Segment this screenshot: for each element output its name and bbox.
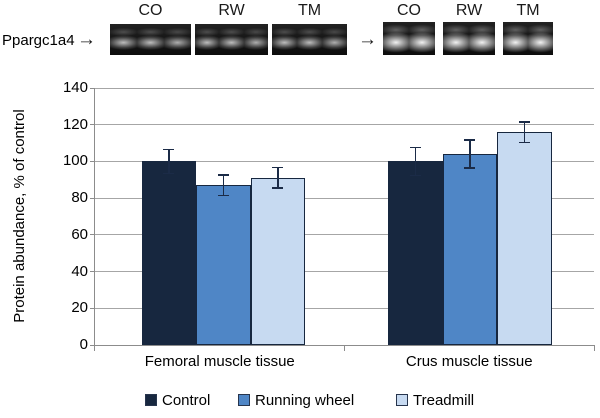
gel-lane — [383, 22, 409, 55]
gel-lane — [272, 24, 297, 55]
lane-label-femoral-blot-tm: TM — [297, 2, 322, 19]
arrow-icon: → — [358, 29, 377, 50]
error-bar-running-wheel-group2-cap-bottom — [464, 167, 476, 169]
gel-panel-femoral-blot-co — [110, 24, 191, 55]
legend-item-control: Control — [145, 391, 211, 409]
gel-panel-crus-blot-tm — [503, 22, 553, 55]
legend-label: Treadmill — [413, 391, 475, 409]
error-bar-treadmill-group1 — [277, 166, 279, 189]
error-bar-treadmill-group1-cap-top — [272, 166, 284, 169]
gel-panel-crus-blot-rw — [443, 22, 495, 55]
error-bar-control-group2-cap-top — [409, 146, 421, 149]
y-tick-label-120: 120 — [62, 115, 88, 133]
y-tick-label-20: 20 — [71, 299, 88, 317]
gel-lane — [137, 24, 164, 55]
gridline-60 — [95, 234, 594, 236]
error-bar-running-wheel-group1 — [222, 174, 224, 197]
error-bar-running-wheel-group1-cap-bottom — [217, 194, 229, 197]
gridline-20 — [95, 307, 594, 309]
gel-lane — [164, 24, 191, 55]
bar-running-wheel-group1 — [196, 185, 251, 345]
y-tickmark-80 — [90, 197, 95, 199]
legend-label: Running wheel — [255, 391, 355, 409]
bar-control-group1 — [141, 161, 196, 345]
gel-lane — [110, 24, 137, 55]
y-tickmark-20 — [90, 307, 95, 309]
y-axis-title: Protein abundance, % of control — [11, 109, 28, 323]
lane-label-crus-blot-tm: TM — [516, 2, 540, 19]
error-bar-running-wheel-group2-cap-top — [464, 139, 476, 141]
gridline-80 — [95, 197, 594, 199]
gel-lane — [443, 22, 469, 55]
y-tickmark-0 — [90, 344, 95, 346]
lane-label-crus-blot-co: CO — [397, 2, 421, 19]
gel-lane — [219, 24, 244, 55]
x-tickmark-2 — [593, 345, 595, 351]
y-tickmark-120 — [90, 124, 95, 126]
y-tickmark-140 — [90, 87, 95, 89]
gridline-120 — [95, 124, 594, 126]
protein-label: Ppargc1a4 — [2, 32, 75, 49]
bar-treadmill-group2 — [497, 132, 552, 345]
gel-lane — [322, 24, 347, 55]
gel-panel-femoral-blot-rw — [195, 24, 268, 55]
y-tick-label-140: 140 — [62, 79, 88, 96]
legend-item-running-wheel: Running wheel — [238, 391, 355, 409]
error-bar-running-wheel-group1-cap-top — [217, 174, 229, 176]
error-bar-treadmill-group2-cap-bottom — [518, 141, 530, 144]
error-bar-treadmill-group1-cap-bottom — [272, 187, 284, 189]
lane-label-femoral-blot-rw: RW — [218, 2, 245, 19]
gel-lane — [409, 22, 435, 55]
y-tick-label-80: 80 — [71, 189, 88, 207]
gel-lane — [528, 22, 553, 55]
bar-treadmill-group1 — [250, 177, 305, 345]
error-bar-control-group1 — [168, 148, 170, 175]
legend-swatch-control — [145, 394, 157, 406]
gel-lane — [503, 22, 528, 55]
lane-label-crus-blot-rw: RW — [455, 2, 483, 19]
x-tickmark-0 — [93, 345, 95, 351]
lane-label-femoral-blot-co: CO — [138, 2, 163, 19]
gridline-140 — [95, 87, 594, 89]
y-axis-line — [94, 88, 95, 345]
error-bar-control-group2 — [414, 146, 416, 177]
gel-panel-crus-blot-co — [383, 22, 435, 55]
legend-label: Control — [162, 391, 211, 409]
gridline-100 — [95, 160, 594, 162]
gridline-40 — [95, 271, 594, 273]
error-bar-control-group1-cap-bottom — [163, 172, 175, 175]
y-tick-label-60: 60 — [71, 225, 88, 243]
error-bar-control-group2-cap-bottom — [409, 174, 421, 177]
gel-lane — [195, 24, 220, 55]
y-tick-label-40: 40 — [71, 262, 88, 280]
category-label-2: Crus muscle tissue — [405, 353, 533, 370]
y-tick-label-100: 100 — [62, 152, 88, 170]
x-tickmark-1 — [344, 345, 345, 351]
gel-panel-femoral-blot-tm — [272, 24, 347, 55]
error-bar-running-wheel-group2 — [469, 139, 471, 169]
gel-lane — [243, 24, 268, 55]
y-tickmark-60 — [90, 234, 95, 236]
legend-swatch-running-wheel — [238, 394, 250, 406]
gel-lane — [297, 24, 322, 55]
bar-control-group2 — [388, 161, 443, 345]
y-tick-label-0: 0 — [79, 336, 88, 353]
y-tickmark-40 — [90, 271, 95, 273]
error-bar-control-group1-cap-top — [163, 148, 175, 151]
y-tickmark-100 — [90, 160, 95, 162]
legend-swatch-treadmill — [396, 394, 408, 406]
bar-running-wheel-group2 — [442, 154, 497, 345]
error-bar-treadmill-group2-cap-top — [518, 121, 530, 123]
gel-lane — [469, 22, 495, 55]
error-bar-treadmill-group2 — [523, 121, 525, 144]
arrow-icon: → — [77, 29, 96, 50]
category-label-1: Femoral muscle tissue — [144, 353, 295, 370]
legend-item-treadmill: Treadmill — [396, 391, 475, 409]
